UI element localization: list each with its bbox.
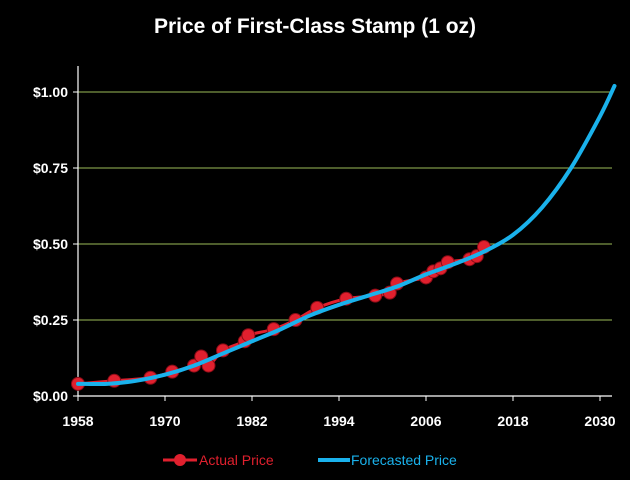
tick-labels: $0.00 $0.25 $0.50 $0.75 $1.00 1958 1970 1982 199… — [33, 84, 616, 429]
y-tick-label: $0.75 — [33, 160, 68, 176]
x-tick-label: 2030 — [584, 413, 615, 429]
x-tick-label: 1994 — [323, 413, 354, 429]
y-tick-label: $0.25 — [33, 312, 68, 328]
x-tick-label: 2018 — [497, 413, 528, 429]
y-tick-label: $0.00 — [33, 388, 68, 404]
x-tick-label: 2006 — [410, 413, 441, 429]
chart-title: Price of First-Class Stamp (1 oz) — [154, 15, 476, 38]
gridlines — [78, 91, 612, 321]
x-tick-label: 1958 — [62, 413, 93, 429]
legend-forecast-label: Forecasted Price — [351, 452, 457, 468]
x-tick-label: 1982 — [236, 413, 267, 429]
data-series — [71, 83, 617, 391]
legend: Actual Price Forecasted Price — [163, 452, 457, 468]
legend-actual-label: Actual Price — [199, 452, 274, 468]
x-tick-label: 1970 — [149, 413, 180, 429]
forecasted-price-line — [76, 83, 617, 387]
y-tick-label: $1.00 — [33, 84, 68, 100]
axes — [73, 66, 612, 401]
y-tick-label: $0.50 — [33, 236, 68, 252]
actual-price-line — [77, 246, 486, 386]
legend-actual-marker — [174, 454, 186, 466]
